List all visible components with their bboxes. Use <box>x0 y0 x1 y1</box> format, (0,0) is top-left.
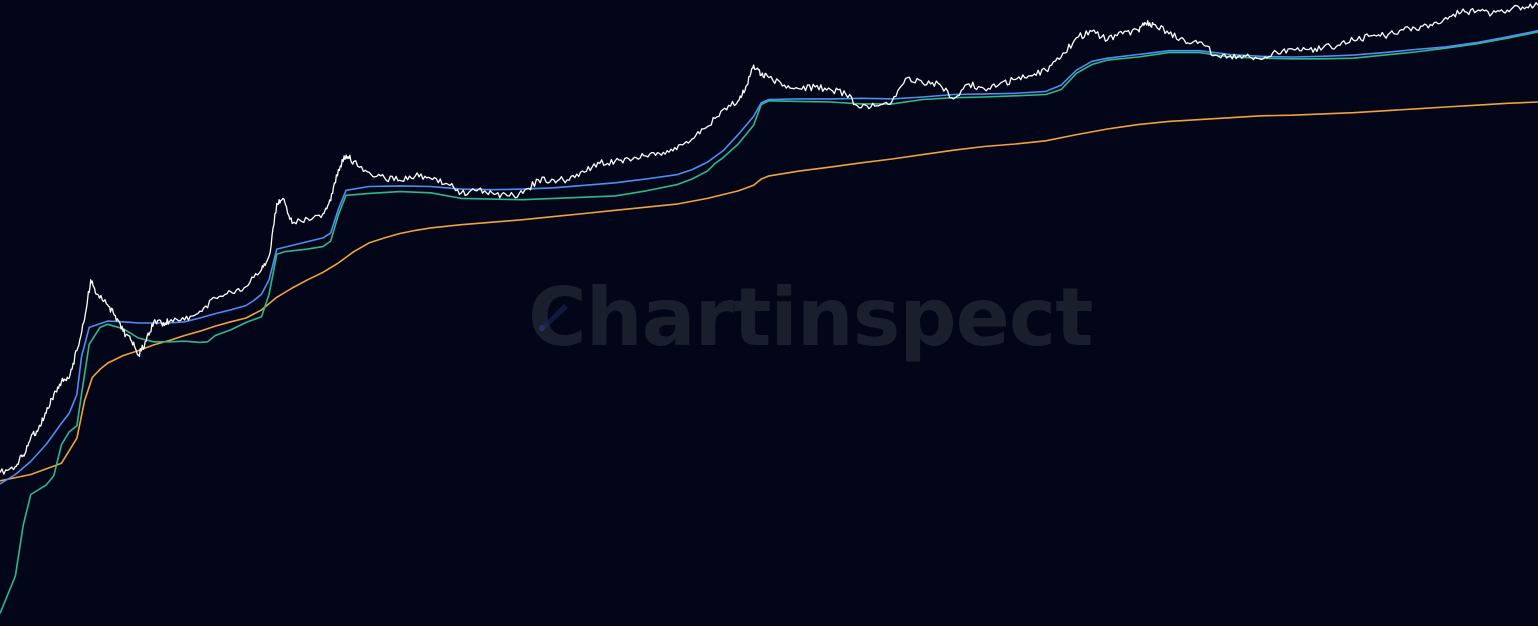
watermark: Chartinspect <box>528 262 1094 372</box>
watermark-text: Chartinspect <box>528 270 1094 364</box>
comet-icon <box>538 304 568 332</box>
series-line-1 <box>0 101 1538 482</box>
series-line-3 <box>0 29 1538 485</box>
series-line-4 <box>0 2 1538 475</box>
